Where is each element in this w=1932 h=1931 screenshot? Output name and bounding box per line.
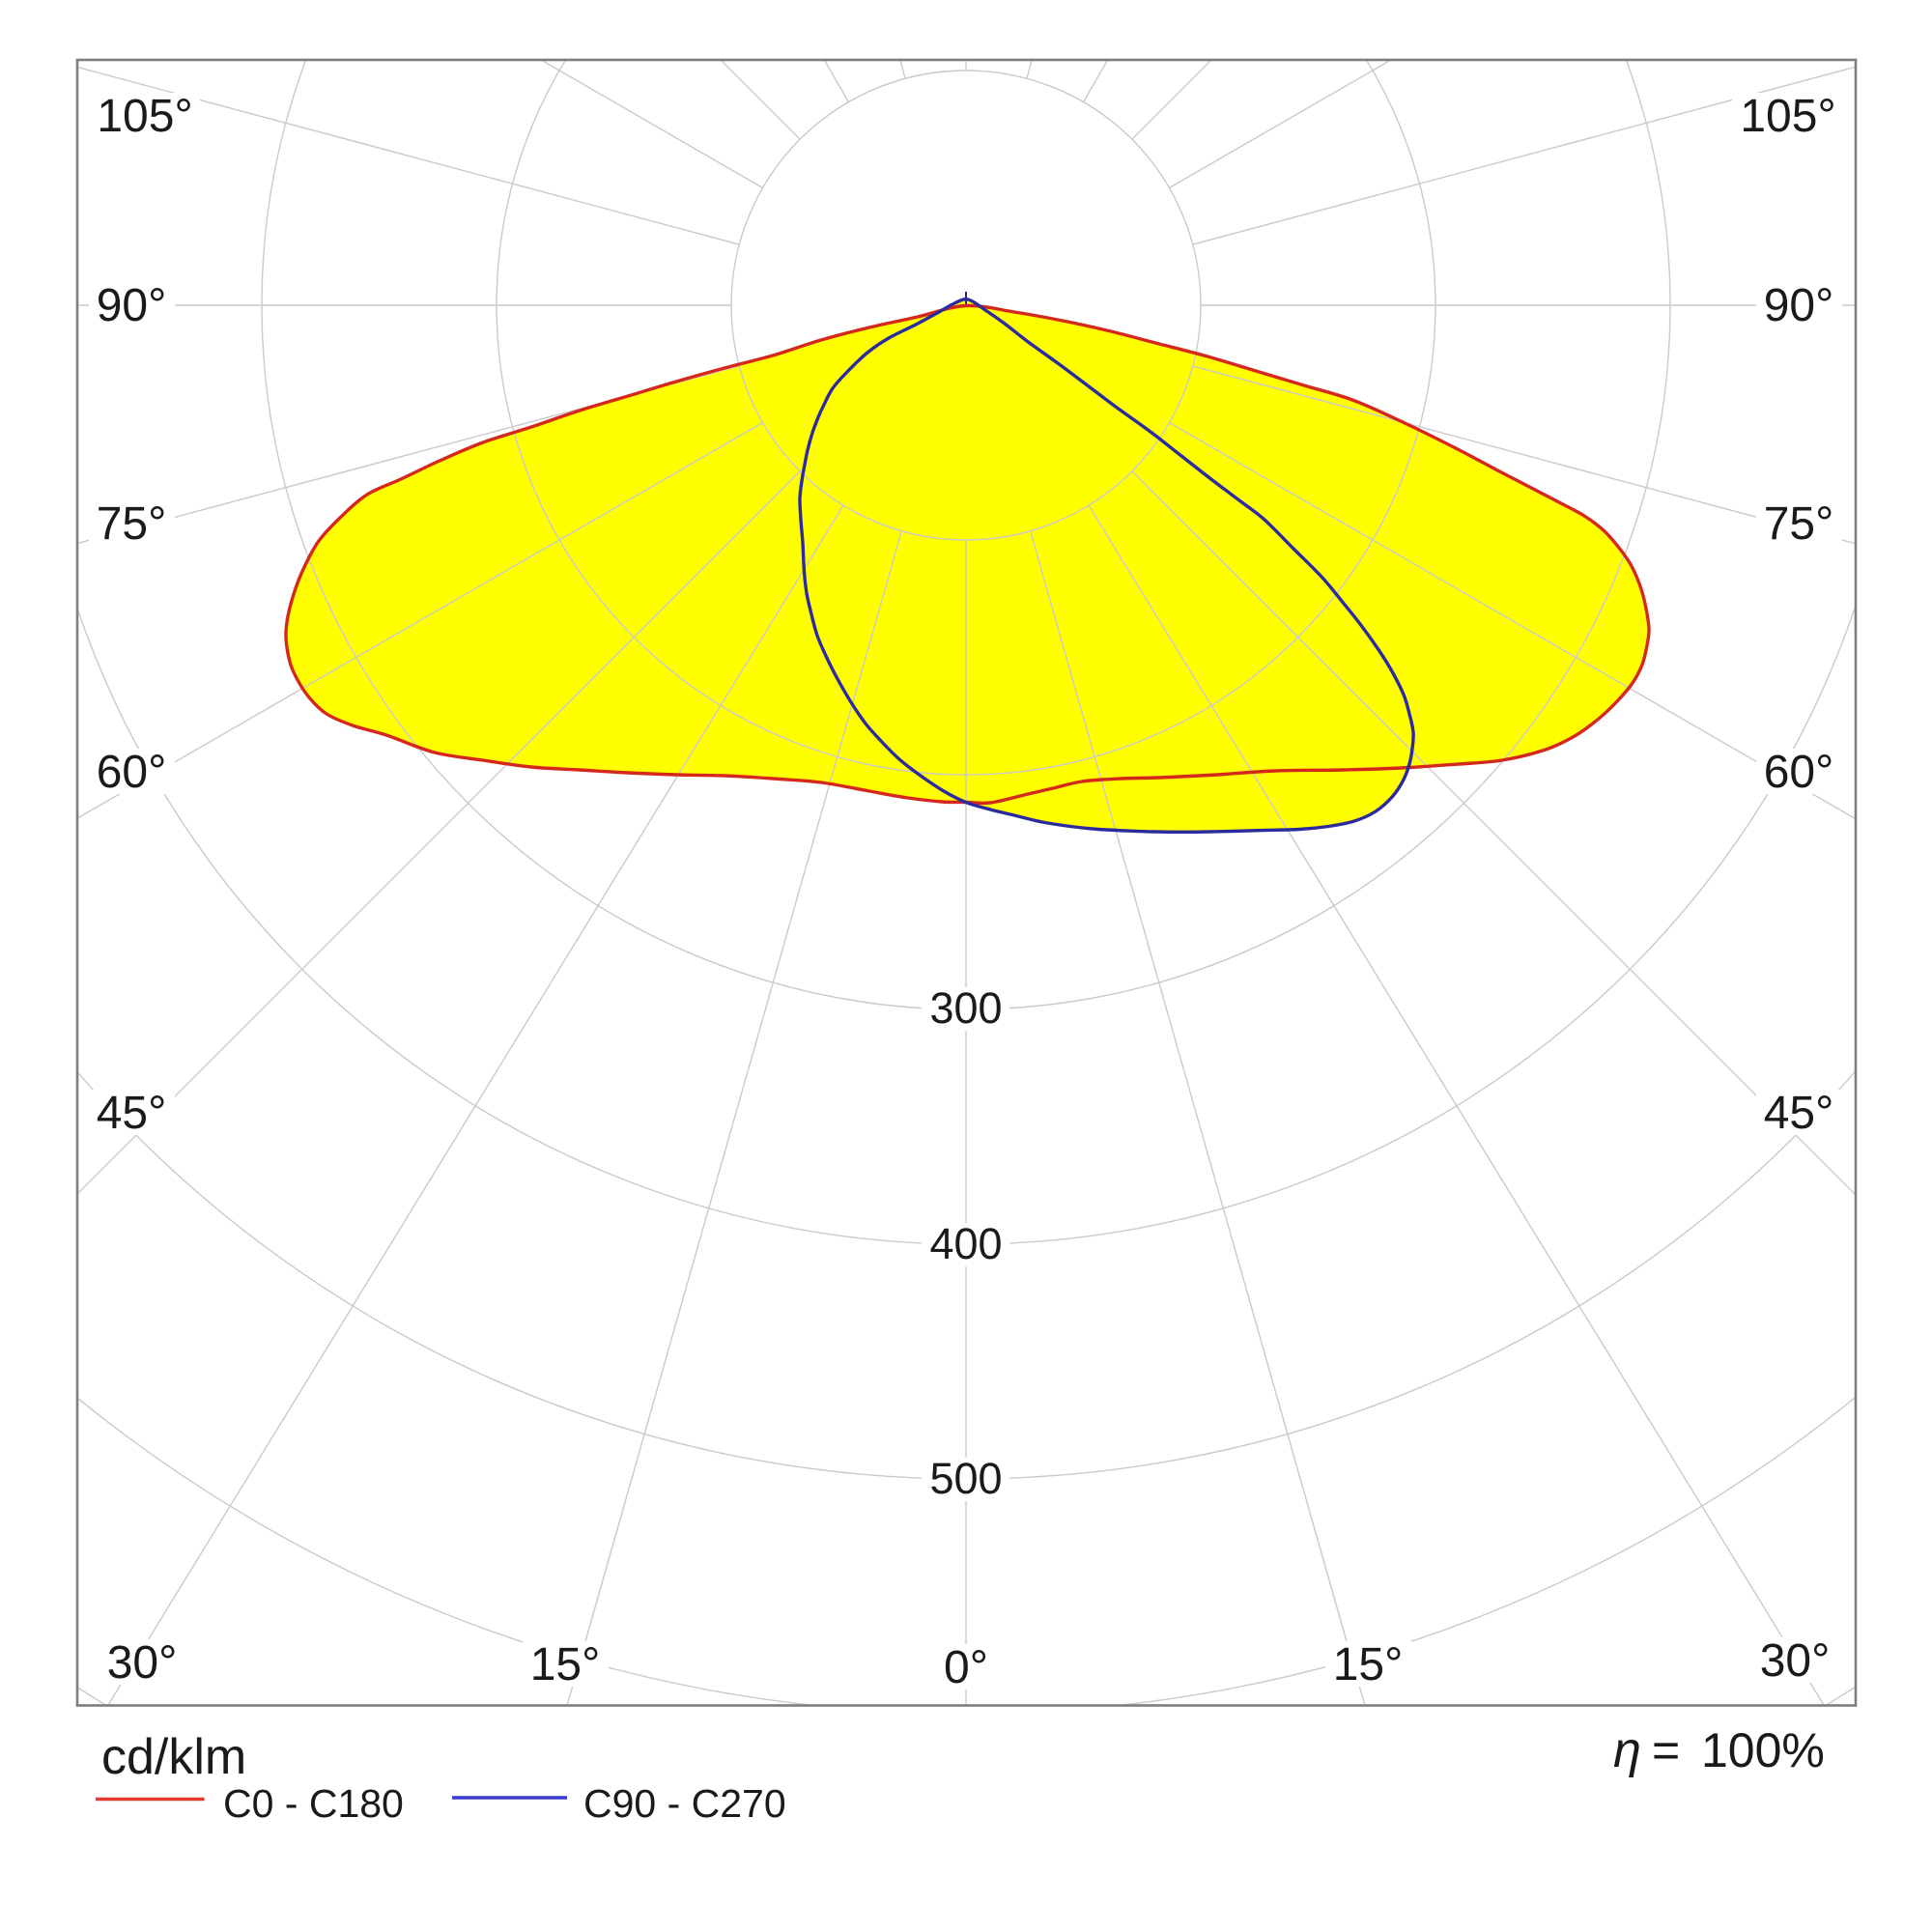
svg-text:0°: 0° xyxy=(944,1642,988,1693)
svg-text:45°: 45° xyxy=(1764,1088,1834,1139)
svg-text:C0 - C180: C0 - C180 xyxy=(223,1781,404,1826)
svg-text:60°: 60° xyxy=(1764,747,1834,798)
svg-text:75°: 75° xyxy=(1764,498,1834,550)
svg-text:105°: 105° xyxy=(97,91,192,142)
svg-text:15°: 15° xyxy=(530,1639,601,1690)
svg-text:45°: 45° xyxy=(97,1088,167,1139)
svg-text:90°: 90° xyxy=(1764,280,1834,331)
svg-text:300: 300 xyxy=(929,983,1002,1033)
svg-text:100%: 100% xyxy=(1701,1723,1825,1777)
svg-text:90°: 90° xyxy=(97,280,167,331)
svg-text:C90 - C270: C90 - C270 xyxy=(583,1781,786,1826)
svg-text:η: η xyxy=(1613,1722,1641,1778)
svg-text:105°: 105° xyxy=(1740,91,1835,142)
svg-text:30°: 30° xyxy=(107,1637,178,1689)
svg-text:15°: 15° xyxy=(1333,1639,1404,1690)
svg-text:500: 500 xyxy=(929,1454,1002,1503)
svg-text:=: = xyxy=(1652,1723,1680,1777)
svg-text:cd/klm: cd/klm xyxy=(101,1729,246,1785)
svg-text:30°: 30° xyxy=(1760,1635,1831,1687)
svg-text:75°: 75° xyxy=(97,498,167,550)
svg-text:400: 400 xyxy=(929,1219,1002,1268)
svg-text:60°: 60° xyxy=(97,747,167,798)
